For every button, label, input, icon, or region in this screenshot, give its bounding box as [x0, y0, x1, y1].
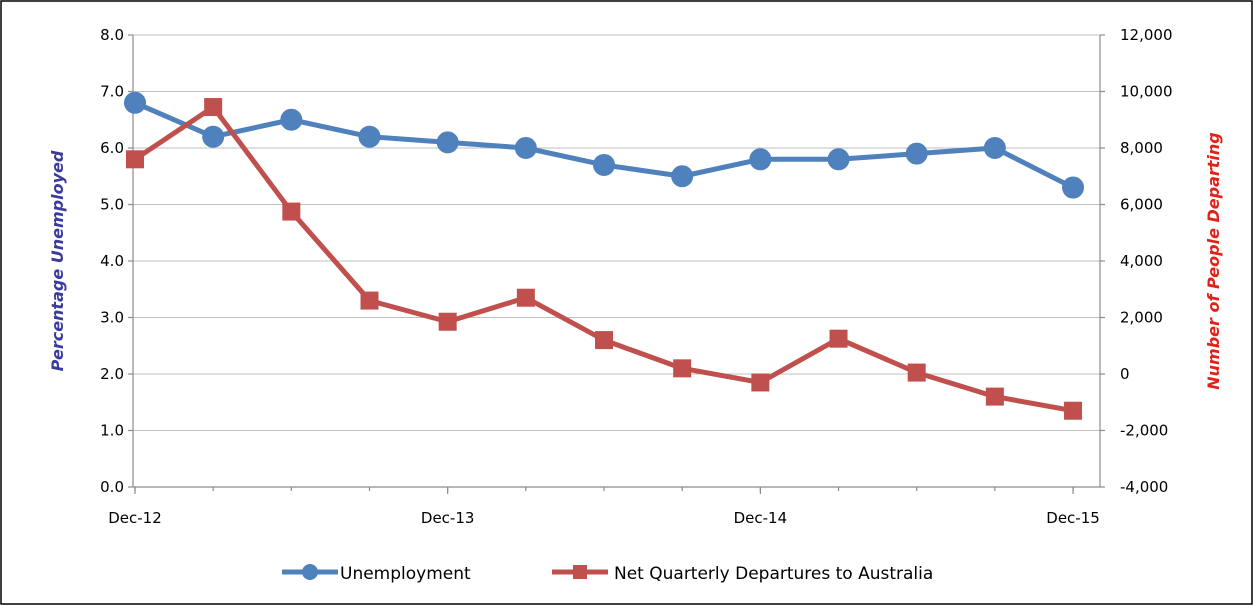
y-left-tick-label: 7.0 [100, 83, 124, 101]
legend-marker-square [573, 565, 587, 579]
y-left-tick-label: 5.0 [100, 196, 124, 214]
data-point-square [751, 373, 770, 392]
x-tick-label: Dec-13 [421, 509, 475, 527]
y-left-tick-label: 0.0 [100, 478, 124, 496]
data-point-square [438, 312, 457, 331]
y-right-tick-label: -4,000 [1120, 478, 1168, 496]
y-right-tick-label: 6,000 [1120, 196, 1163, 214]
y-right-tick-label: 4,000 [1120, 252, 1163, 270]
y-right-tick-label: 10,000 [1120, 83, 1173, 101]
data-point-circle [983, 137, 1006, 159]
y-left-tick-label: 2.0 [100, 365, 124, 383]
y-left-tick-label: 4.0 [100, 252, 124, 270]
axes: 0.0 1.0 2.0 3.0 4.0 5.0 6.0 7.0 8.0 -4,000 -2,000 0… [100, 26, 1172, 527]
data-point-square [1064, 401, 1083, 420]
data-point-square [516, 288, 535, 307]
data-point-square [985, 387, 1004, 406]
data-point-circle [514, 137, 537, 159]
data-point-square [595, 331, 614, 350]
data-point-square [204, 98, 223, 117]
data-point-circle [124, 91, 146, 114]
data-point-square [907, 363, 926, 382]
data-point-circle [827, 148, 850, 171]
y-right-tick-label: -2,000 [1120, 422, 1168, 440]
y-left-tick-label: 6.0 [100, 139, 124, 157]
legend-label: Net Quarterly Departures to Australia [614, 564, 933, 584]
y-right-tick-label: 12,000 [1120, 26, 1173, 44]
y-axis-left-title: Percentage Unemployed [48, 150, 67, 371]
series-unemployment [124, 91, 1085, 199]
legend-marker-circle [302, 564, 318, 580]
data-point-circle [1062, 176, 1085, 199]
legend: Unemployment Net Quarterly Departures to … [282, 564, 933, 584]
y-left-tick-label: 3.0 [100, 309, 124, 327]
y-left-tick-label: 8.0 [100, 26, 124, 44]
data-point-circle [671, 165, 694, 188]
data-point-circle [358, 125, 381, 148]
data-point-square [829, 329, 848, 348]
series-departures [126, 98, 1083, 420]
legend-item: Net Quarterly Departures to Australia [552, 564, 933, 584]
data-point-circle [202, 125, 225, 148]
y-axis-right-title: Number of People Departing [1204, 132, 1223, 390]
legend-item: Unemployment [282, 564, 471, 584]
legend-label: Unemployment [340, 564, 471, 584]
y-right-tick-label: 0 [1120, 365, 1130, 383]
x-tick-label: Dec-15 [1046, 509, 1100, 527]
x-tick-label: Dec-14 [734, 509, 788, 527]
data-point-square [360, 291, 379, 310]
x-tick-label: Dec-12 [108, 509, 162, 527]
data-point-circle [905, 142, 928, 165]
data-point-circle [593, 153, 616, 176]
data-point-square [673, 359, 692, 378]
data-point-square [282, 202, 301, 221]
y-left-tick-label: 1.0 [100, 422, 124, 440]
series-layer [124, 91, 1085, 420]
data-point-circle [280, 108, 303, 131]
y-right-tick-label: 8,000 [1120, 139, 1163, 157]
y-right-tick-label: 2,000 [1120, 309, 1163, 327]
data-point-square [126, 150, 144, 169]
data-point-circle [749, 148, 772, 171]
data-point-circle [436, 131, 459, 154]
